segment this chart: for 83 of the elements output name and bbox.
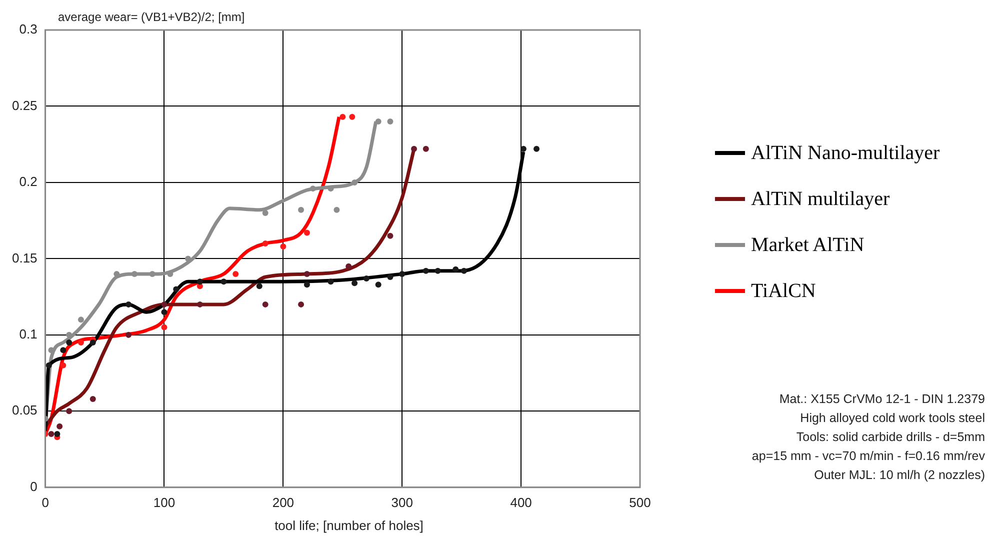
- point: [196, 278, 203, 285]
- point: [375, 282, 382, 288]
- text: Mat.: X155 CrVMo 12-1 - DIN 1.2379: [778, 391, 985, 408]
- point: [196, 301, 203, 308]
- point: [304, 270, 310, 277]
- point: [387, 274, 394, 280]
- legend-label: AlTiN multilayer: [751, 188, 890, 210]
- point: [78, 340, 84, 346]
- point: [346, 263, 352, 270]
- text: Tools: solid carbide drills - d=5mm: [795, 429, 985, 446]
- x-tick-label: 200: [272, 494, 294, 510]
- point: [534, 146, 540, 152]
- text: Outer MJL: 10 ml/h (2 nozzles): [813, 467, 985, 484]
- y-tick-label: 0.05: [12, 402, 38, 418]
- point: [280, 244, 286, 250]
- point: [66, 340, 72, 346]
- point: [161, 309, 168, 316]
- x-tick-label: 400: [510, 494, 532, 510]
- point: [399, 270, 406, 277]
- point: [262, 210, 268, 216]
- point: [173, 286, 180, 292]
- legend-label: AlTiN Nano-multilayer: [751, 142, 940, 164]
- point: [46, 362, 52, 368]
- point: [334, 206, 340, 213]
- point: [422, 146, 429, 152]
- x-tick-label: 300: [391, 494, 413, 510]
- point: [352, 280, 358, 286]
- point: [304, 282, 310, 288]
- point: [220, 278, 227, 285]
- point: [56, 423, 63, 430]
- point: [298, 206, 304, 213]
- y-tick-label: 0.15: [12, 250, 38, 266]
- y-tick-label: 0.3: [19, 22, 38, 37]
- point: [262, 240, 268, 246]
- point: [60, 347, 66, 354]
- y-tick-label: 0.1: [19, 326, 38, 342]
- point: [520, 146, 526, 152]
- y-axis-title: average wear= (VB1+VB2)/2; [mm]: [58, 10, 245, 24]
- point: [48, 431, 54, 438]
- point: [460, 268, 467, 274]
- point: [387, 118, 394, 124]
- point: [126, 332, 132, 338]
- point: [78, 316, 84, 323]
- point: [452, 266, 459, 272]
- x-tick-label: 500: [629, 494, 651, 510]
- point: [185, 256, 192, 262]
- point: [60, 362, 66, 368]
- point: [161, 301, 168, 308]
- point: [310, 186, 316, 192]
- point: [66, 408, 72, 414]
- legend-label: TiAlCN: [751, 280, 816, 302]
- point: [387, 232, 394, 239]
- point: [54, 431, 60, 438]
- point: [256, 283, 262, 290]
- point: [90, 340, 96, 346]
- point: [352, 179, 358, 186]
- legend-label: Market AlTiN: [751, 234, 864, 256]
- point: [375, 118, 382, 124]
- point: [298, 301, 304, 308]
- text: High alloyed cold work tools steel: [799, 410, 985, 427]
- point: [149, 270, 156, 277]
- point: [114, 270, 120, 277]
- point: [66, 332, 72, 338]
- x-tick-label: 0: [42, 494, 49, 510]
- point: [328, 278, 334, 285]
- point: [90, 396, 96, 402]
- y-tick-label: 0.2: [19, 174, 38, 190]
- point: [422, 268, 429, 274]
- point: [262, 301, 268, 308]
- y-tick-label: 0.25: [12, 98, 38, 113]
- text: ap=15 mm - vc=70 m/min - f=0.16 mm/rev: [752, 448, 985, 465]
- point: [349, 114, 356, 120]
- point: [411, 146, 418, 152]
- y-tick-label: 0: [30, 478, 38, 494]
- point: [232, 270, 239, 277]
- point: [340, 114, 346, 120]
- point: [304, 230, 310, 236]
- point: [126, 301, 132, 308]
- point: [161, 324, 168, 330]
- point: [363, 276, 370, 282]
- point: [434, 268, 441, 274]
- x-axis-title: tool life; [number of holes]: [274, 518, 424, 533]
- x-tick-label: 100: [153, 494, 176, 510]
